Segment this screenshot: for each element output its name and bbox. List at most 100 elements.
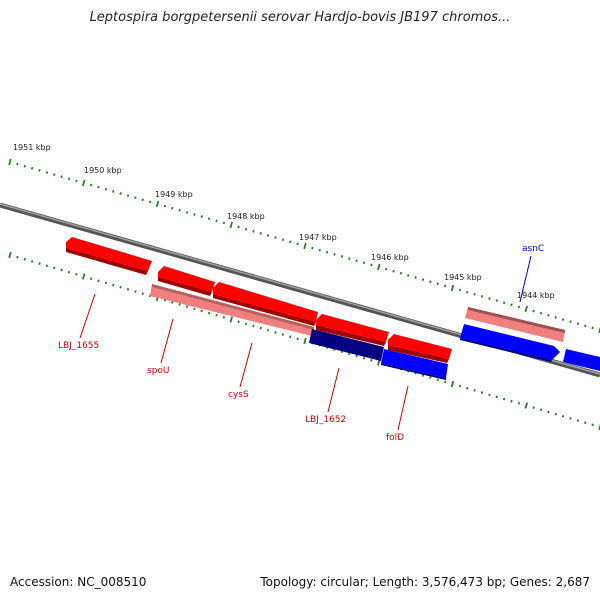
minor-tick: [569, 320, 572, 323]
minor-tick: [119, 285, 122, 289]
major-tick: [450, 380, 455, 388]
minor-tick: [38, 262, 41, 265]
minor-tick: [53, 266, 56, 270]
minor-tick: [97, 185, 100, 189]
gene-reverse-2[interactable]: [460, 324, 560, 362]
minor-tick: [384, 267, 388, 271]
minor-tick: [591, 326, 594, 330]
minor-tick: [569, 417, 572, 420]
major-tick: [8, 158, 12, 166]
minor-tick: [178, 303, 181, 306]
minor-tick: [517, 402, 521, 405]
genome-stats-text: Topology: circular; Length: 3,576,473 bp…: [260, 575, 590, 589]
minor-tick: [141, 292, 144, 296]
minor-tick: [266, 234, 270, 237]
minor-tick: [488, 393, 491, 397]
minor-tick: [480, 391, 484, 394]
minor-tick: [75, 179, 78, 183]
gene-reverse-dark[interactable]: [309, 329, 384, 361]
kbp-label: 1949 kbp: [155, 190, 193, 199]
minor-tick: [458, 384, 462, 388]
kbp-label: 1950 kbp: [84, 166, 122, 175]
minor-tick: [311, 246, 314, 250]
minor-tick: [222, 316, 226, 319]
minor-tick: [488, 297, 491, 300]
gene-lbj-1655[interactable]: [66, 237, 152, 275]
minor-tick: [429, 280, 432, 284]
minor-tick: [296, 337, 299, 341]
minor-tick: [274, 236, 277, 239]
minor-tick: [554, 316, 557, 319]
gene-labels: LBJ_1655 spoU cysS LBJ_1652 folD asnC: [58, 244, 544, 443]
gene-label-asnc[interactable]: asnC: [522, 244, 544, 254]
minor-tick: [134, 290, 137, 293]
reverse-genes: [309, 324, 600, 380]
minor-tick: [259, 326, 262, 330]
minor-tick: [171, 300, 174, 304]
minor-tick: [539, 311, 543, 315]
gene-reverse-3[interactable]: [563, 349, 600, 371]
gene-forward-light-2[interactable]: [465, 307, 565, 342]
minor-tick: [325, 250, 329, 254]
gene-forward-2[interactable]: [158, 266, 215, 296]
minor-tick: [60, 268, 63, 272]
major-tick: [82, 273, 86, 280]
gene-forward-4[interactable]: [316, 314, 389, 346]
minor-tick: [296, 242, 299, 246]
gene-forward-light-1[interactable]: [150, 284, 314, 336]
minor-tick: [148, 200, 152, 204]
minor-tick: [392, 269, 395, 273]
minor-tick: [576, 419, 580, 422]
gene-label-lbj-1652[interactable]: LBJ_1652: [305, 415, 346, 425]
minor-tick: [97, 279, 100, 283]
major-tick: [524, 402, 528, 409]
kbp-labels: 1951 kbp 1950 kbp 1949 kbp 1948 kbp 1947…: [13, 143, 555, 300]
minor-tick: [200, 215, 203, 218]
gene-reverse-1[interactable]: [381, 349, 448, 380]
gene-label-cyss[interactable]: cysS: [228, 390, 249, 400]
gene-forward-5[interactable]: [388, 334, 452, 363]
gene-label-fold[interactable]: folD: [386, 433, 404, 443]
minor-tick: [333, 253, 336, 256]
minor-tick: [67, 177, 71, 181]
kbp-label: 1945 kbp: [444, 273, 482, 282]
major-tick: [8, 251, 12, 259]
minor-tick: [222, 221, 226, 225]
gene-label-spou[interactable]: spoU: [147, 366, 170, 376]
map-title: Leptospira borgpetersenii serovar Hardjo…: [89, 10, 511, 25]
minor-tick: [215, 219, 218, 223]
minor-tick: [200, 309, 203, 313]
minor-tick: [584, 324, 587, 328]
kbp-label: 1951 kbp: [13, 143, 51, 152]
minor-tick: [414, 276, 417, 279]
minor-tick: [355, 354, 358, 358]
minor-tick: [480, 295, 484, 298]
minor-tick: [75, 273, 78, 276]
kbp-label: 1948 kbp: [227, 212, 265, 221]
gene-label-lbj-1655[interactable]: LBJ_1655: [58, 341, 99, 351]
minor-tick: [443, 380, 447, 384]
minor-tick: [126, 288, 130, 291]
minor-tick: [436, 378, 439, 382]
minor-tick: [193, 307, 196, 311]
minor-tick: [112, 190, 115, 193]
minor-tick: [554, 412, 557, 416]
minor-tick: [495, 395, 498, 399]
minor-tick: [576, 322, 580, 326]
minor-tick: [281, 333, 285, 336]
minor-tick: [340, 255, 344, 258]
minor-tick: [289, 335, 292, 339]
minor-tick: [370, 263, 373, 267]
minor-tick: [561, 318, 565, 321]
minor-tick: [193, 213, 196, 216]
minor-tick: [178, 208, 181, 212]
minor-tick: [266, 328, 270, 332]
minor-tick: [45, 171, 49, 174]
gene-forward-3[interactable]: [213, 282, 318, 326]
minor-tick: [134, 196, 137, 200]
minor-tick: [532, 309, 535, 313]
minor-tick: [362, 356, 366, 360]
minor-tick: [421, 278, 425, 281]
major-tick: [82, 179, 86, 187]
